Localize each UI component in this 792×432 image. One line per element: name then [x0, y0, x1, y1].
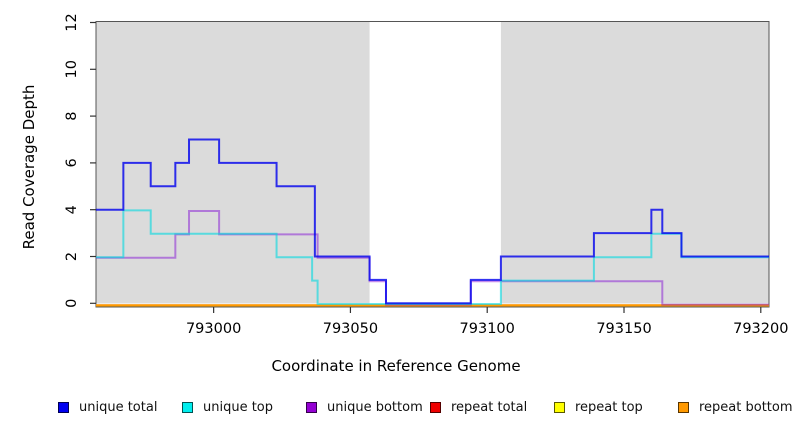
x-axis-title: Coordinate in Reference Genome: [271, 357, 521, 375]
x-tick-label: 793150: [596, 321, 651, 337]
x-tick-label: 793000: [186, 321, 241, 337]
y-tick-label: 4: [64, 205, 80, 214]
y-axis-title: Read Coverage Depth: [20, 84, 38, 250]
y-tick-label: 12: [64, 13, 80, 31]
legend-item-repeat-bottom: repeat bottom: [678, 398, 792, 416]
legend-label: repeat top: [575, 399, 643, 415]
legend: unique total unique top unique bottom repea…: [0, 398, 792, 420]
legend-label: unique top: [203, 399, 274, 415]
x-tick-label: 793050: [323, 321, 378, 337]
legend-item-repeat-top: repeat top: [554, 398, 643, 416]
y-tick-label: 0: [64, 299, 80, 308]
plot-canvas: 793000 793050 793100 793150 793200 0 2 4 6 8 10 12: [64, 13, 788, 337]
plot-box: [95, 21, 770, 308]
legend-item-unique-top: unique top: [182, 398, 273, 416]
legend-swatch: [58, 401, 69, 413]
shaded-region: [500, 21, 769, 304]
series-unique-top: [96, 209, 769, 305]
legend-item-repeat-total: repeat total: [430, 398, 527, 416]
x-tick-label: 793200: [733, 321, 788, 337]
x-tick-label: 793100: [460, 321, 515, 337]
legend-item-unique-bottom: unique bottom: [306, 398, 423, 416]
legend-swatch: [554, 401, 565, 413]
legend-swatch: [182, 401, 193, 413]
y-tick-label: 10: [64, 60, 80, 78]
legend-swatch: [678, 401, 689, 413]
legend-swatch: [306, 401, 317, 413]
y-tick-label: 2: [64, 252, 80, 261]
y-tick-label: 6: [64, 158, 80, 167]
legend-item-unique-total: unique total: [58, 398, 157, 416]
legend-label: unique bottom: [327, 399, 423, 415]
legend-label: unique total: [79, 399, 158, 415]
y-tick-label: 8: [64, 111, 80, 120]
legend-swatch: [430, 401, 441, 413]
series-unique-total: [96, 138, 769, 305]
legend-label: repeat total: [451, 399, 528, 415]
legend-label: repeat bottom: [699, 399, 792, 415]
